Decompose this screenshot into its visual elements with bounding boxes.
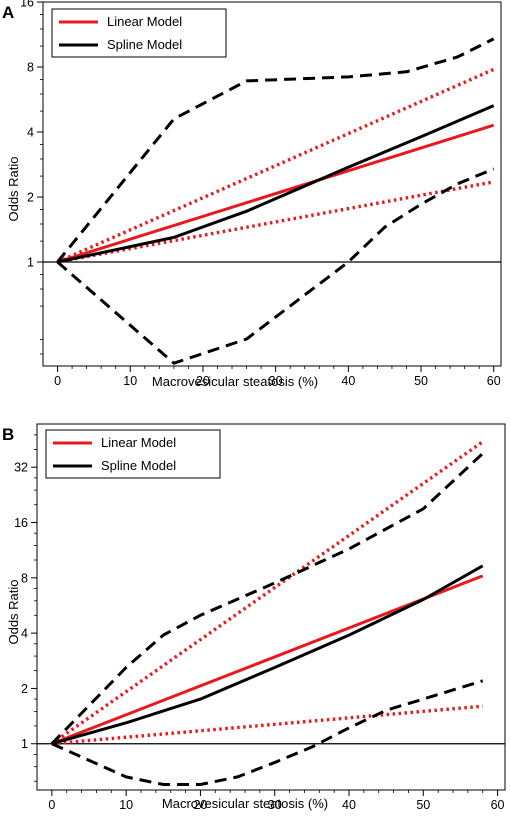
panel-b-y-tick-label: 8 [21, 571, 28, 585]
panel-b-y-tick-label: 4 [21, 627, 28, 641]
panel-b-legend: Linear Model Spline Model [45, 429, 221, 479]
panel-a-ylabel: Odds Ratio [6, 156, 21, 221]
panel-a-y-tick-label: 2 [27, 191, 34, 205]
panel-a-x-tick-label: 60 [487, 374, 501, 388]
panel-a-legend-linear: Linear Model [107, 14, 182, 29]
panel-b-series-4-ci-dashed [50, 452, 484, 745]
panel-b: B 1 2 4 8 16 32 0 10 20 30 40 50 60 Macrovesicular s… [2, 423, 506, 812]
panel-b-y-tick-label: 32 [14, 461, 28, 475]
panel-b-x-tick-label: 40 [342, 798, 356, 812]
panel-b-y-tick-label: 2 [21, 682, 28, 696]
panel-a-plot-frame [42, 1, 502, 367]
panel-b-y-tick-label: 1 [21, 737, 28, 751]
panel-b-x-tick-label: 0 [48, 798, 55, 812]
panel-b-letter: B [2, 425, 14, 444]
panel-b-x-tick-label: 50 [416, 798, 430, 812]
panel-a-legend-box [51, 8, 227, 58]
panel-a-xlabel: Macrovesicular steatosis (%) [152, 374, 318, 389]
panel-b-legend-linear: Linear Model [101, 435, 176, 450]
panel-b-plot-frame [36, 423, 506, 791]
panel-b-series-3-line [51, 564, 484, 746]
panel-b-series-1-ci-dotted [50, 440, 484, 746]
panel-b-x-tick-label: 30 [268, 798, 282, 812]
panel-b-x-tick-label: 60 [491, 798, 505, 812]
panel-b-x-tick-label: 10 [119, 798, 133, 812]
panel-b-xlabel: Macrovesicular steatosis (%) [162, 796, 328, 811]
panel-b-ylabel: Odds Ratio [6, 579, 21, 644]
panel-a-series-1-ci-dotted [56, 67, 495, 264]
panel-a-series-2-ci-dotted [57, 180, 495, 264]
panel-a-legend-spline: Spline Model [107, 37, 182, 52]
panel-a-x-tick-label: 20 [196, 374, 210, 388]
panel-a-y-tick-label: 1 [27, 256, 34, 270]
panel-a-series-5-ci-dashed [56, 167, 495, 365]
panel-a-x-tick-label: 50 [414, 374, 428, 388]
panel-a-series-0-line [57, 123, 495, 264]
panel-b-legend-spline: Spline Model [101, 458, 176, 473]
panel-a-y-tick-label: 16 [20, 0, 34, 10]
panel-a-y-tick-label: 8 [27, 61, 34, 75]
panel-a-x-tick-label: 40 [341, 374, 355, 388]
panel-a-letter: A [2, 3, 14, 22]
panel-a-series-3-line [57, 104, 495, 264]
panel-b-legend-box [45, 429, 221, 479]
panel-a-legend: Linear Model Spline Model [51, 8, 227, 58]
panel-a-x-tick-label: 0 [54, 374, 61, 388]
panel-a-series-4-ci-dashed [56, 37, 495, 263]
panel-a-chart: 1 2 4 8 16 0 10 20 30 40 50 60 [20, 0, 502, 388]
panel-b-series-2-ci-dotted [51, 704, 483, 746]
panel-b-series-5-ci-dashed [51, 679, 484, 786]
panel-a-x-tick-label: 10 [123, 374, 137, 388]
panel-a: A 1 2 4 8 16 0 10 20 30 40 50 60 Macrovesicular ste… [2, 0, 502, 389]
panel-b-y-tick-label: 16 [14, 516, 28, 530]
panel-a-x-tick-label: 30 [269, 374, 283, 388]
panel-b-x-tick-label: 20 [193, 798, 207, 812]
panel-a-y-tick-label: 4 [27, 126, 34, 140]
panel-b-chart: 1 2 4 8 16 32 0 10 20 30 40 50 60 [14, 423, 506, 812]
